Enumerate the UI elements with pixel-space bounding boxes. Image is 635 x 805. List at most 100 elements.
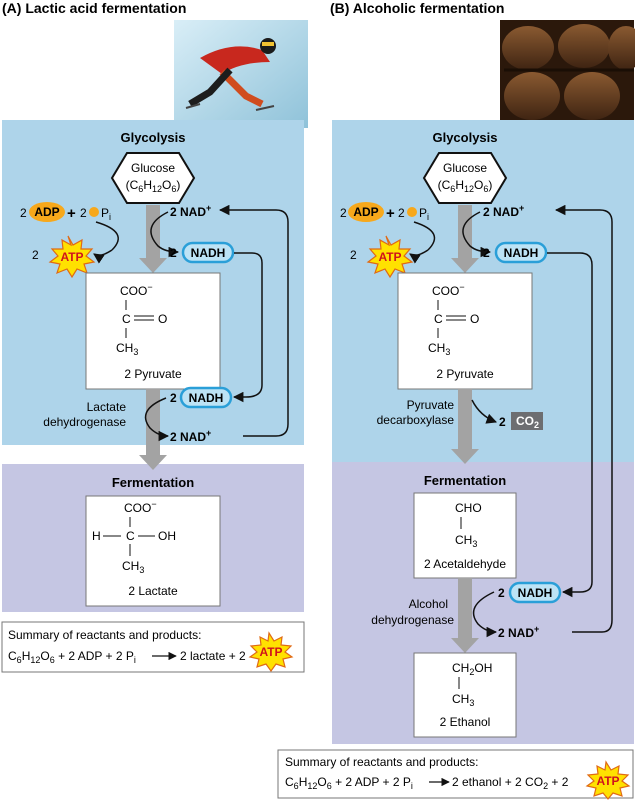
nadplus-bottom-b: 2 NAD+: [498, 624, 539, 640]
pyruvate-coo-a: COO−: [120, 282, 153, 298]
enzyme1-label-b-1: Pyruvate: [407, 398, 455, 412]
plus-b: +: [386, 205, 395, 222]
svg-text:CH2OH: CH2OH: [452, 661, 492, 677]
nadh-loop-a: [232, 252, 263, 403]
svg-text:2 Lactate: 2 Lactate: [128, 584, 178, 598]
decarboxylation-arrow-b: [458, 389, 472, 451]
nad-loop-a: [218, 204, 289, 437]
nadplus-top-b: 2 NAD+: [483, 203, 524, 219]
enzyme1-label-b-2: decarboxylase: [377, 413, 455, 427]
panel-lactic: (A) Lactic acid fermentation Glycolysis …: [1, 0, 308, 673]
nadh2-badge-b: NADH: [508, 581, 562, 604]
atp-coef-a: 2: [32, 248, 39, 262]
pi-coef-b: 2: [398, 206, 405, 220]
glucose-node-b: Glucose (C6H12O6): [422, 152, 508, 204]
svg-text:2 ethanol + 2 CO2 + 2: 2 ethanol + 2 CO2 + 2: [452, 775, 569, 791]
lactate-box-a: COO− H C OH CH3 2 Lactate: [85, 495, 221, 607]
svg-text:NADH: NADH: [189, 391, 224, 405]
nadh-coef-a: 2: [170, 246, 177, 260]
svg-text:CH3: CH3: [455, 533, 477, 549]
fermentation-arrow-a: [146, 389, 160, 457]
pyruvate-c-a: C: [122, 312, 131, 326]
nadh-to-nad-arc-b: [472, 591, 498, 638]
co2-arrow-b: [471, 399, 497, 424]
glycolysis-arrow-b: [458, 205, 472, 260]
pyruvate-box-a: COO− C O CH3 2 Pyruvate: [85, 272, 221, 390]
nad-to-nadh-arc-a: [150, 211, 180, 258]
svg-text:2 lactate + 2: 2 lactate + 2: [180, 649, 246, 663]
nadh2-coef-a: 2: [170, 391, 177, 405]
svg-text:ATP: ATP: [259, 645, 282, 659]
svg-text:2 Ethanol: 2 Ethanol: [440, 715, 491, 729]
glycolysis-label-a: Glycolysis: [120, 130, 185, 145]
nadh2-coef-b: 2: [498, 586, 505, 600]
nadh-badge-b: NADH: [494, 241, 548, 264]
pi-coef-a: 2: [80, 206, 87, 220]
svg-text:Summary of reactants and produ: Summary of reactants and products:: [8, 628, 201, 642]
fermentation-label-a: Fermentation: [112, 475, 194, 490]
svg-text:Glucose: Glucose: [131, 161, 175, 175]
svg-text:ATP: ATP: [596, 774, 619, 788]
enzyme-label-a-2: dehydrogenase: [43, 415, 126, 429]
summary-box-a: Summary of reactants and products: C6H12…: [1, 621, 305, 673]
ethanol-box-b: CH2OH CH3 2 Ethanol: [413, 652, 517, 738]
svg-text:CH3: CH3: [122, 559, 144, 575]
enzyme2-label-b-2: dehydrogenase: [371, 613, 454, 627]
svg-text:CH3: CH3: [452, 692, 474, 708]
svg-text:C: C: [434, 312, 443, 326]
adp-badge-a: ADP: [29, 202, 65, 222]
panel-alcoholic: (B) Alcoholic fermentation Glycolysis Gl…: [277, 0, 635, 800]
pi-a: Pi: [101, 206, 111, 222]
fermentation-label-b: Fermentation: [424, 473, 506, 488]
svg-text:OH: OH: [158, 529, 176, 543]
co2-coef-b: 2: [499, 415, 506, 429]
adp-badge-b: ADP: [348, 202, 384, 222]
atp-burst-b: ATP: [366, 235, 414, 279]
panel-a-title: (A) Lactic acid fermentation: [2, 0, 186, 16]
speed-skater-photo: [174, 20, 308, 128]
svg-text:C6H12O6 + 2 ADP + 2 Pi: C6H12O6 + 2 ADP + 2 Pi: [8, 649, 136, 665]
panel-b-title: (B) Alcoholic fermentation: [330, 0, 505, 16]
nad-loop-b: [554, 204, 613, 633]
svg-text:2 Acetaldehyde: 2 Acetaldehyde: [424, 557, 506, 571]
svg-text:CO2: CO2: [516, 414, 539, 430]
summary-box-b: Summary of reactants and products: C6H12…: [277, 749, 634, 800]
nadh2-badge-a: NADH: [179, 386, 233, 409]
nadplus-bottom-a: 2 NAD+: [170, 428, 211, 444]
enzyme2-label-b-1: Alcohol: [409, 597, 448, 611]
svg-text:(C6H12O6): (C6H12O6): [126, 178, 181, 194]
svg-text:C6H12O6 + 2 ADP + 2 Pi: C6H12O6 + 2 ADP + 2 Pi: [285, 775, 413, 791]
nadh-to-nad-arc-a: [144, 397, 170, 442]
reduction-arrow-b: [458, 578, 472, 640]
svg-text:ADP: ADP: [34, 205, 59, 219]
co2-badge-b: CO2: [511, 412, 543, 430]
nadh-badge-a: NADH: [181, 241, 235, 264]
svg-text:H: H: [92, 529, 101, 543]
svg-text:NADH: NADH: [191, 246, 226, 260]
svg-text:C: C: [126, 529, 135, 543]
svg-text:(C6H12O6): (C6H12O6): [438, 178, 493, 194]
atp-coef-b: 2: [350, 248, 357, 262]
svg-text:ADP: ADP: [353, 205, 378, 219]
svg-text:COO−: COO−: [124, 499, 157, 515]
svg-text:2 Pyruvate: 2 Pyruvate: [436, 367, 494, 381]
wine-barrels-photo: [500, 20, 635, 122]
phosphate-dot-b: [407, 207, 417, 217]
svg-text:CHO: CHO: [455, 501, 482, 515]
atp-burst-a: ATP: [48, 235, 96, 279]
adp-arc-a: [95, 221, 119, 251]
svg-text:CH3: CH3: [428, 341, 450, 357]
svg-text:Glucose: Glucose: [443, 161, 487, 175]
svg-text:ATP: ATP: [60, 250, 83, 264]
pi-b: Pi: [419, 206, 429, 222]
pyruvate-o-a: O: [158, 312, 167, 326]
nad-to-nadh-arc-b: [462, 211, 492, 258]
glycolysis-label-b: Glycolysis: [432, 130, 497, 145]
svg-text:ATP: ATP: [378, 250, 401, 264]
pyruvate-label-a: 2 Pyruvate: [124, 367, 182, 381]
adp-coef-b: 2: [340, 206, 347, 220]
glucose-node-a: Glucose (C6H12O6): [110, 152, 196, 204]
plus-a: +: [67, 205, 76, 222]
svg-text:O: O: [470, 312, 479, 326]
